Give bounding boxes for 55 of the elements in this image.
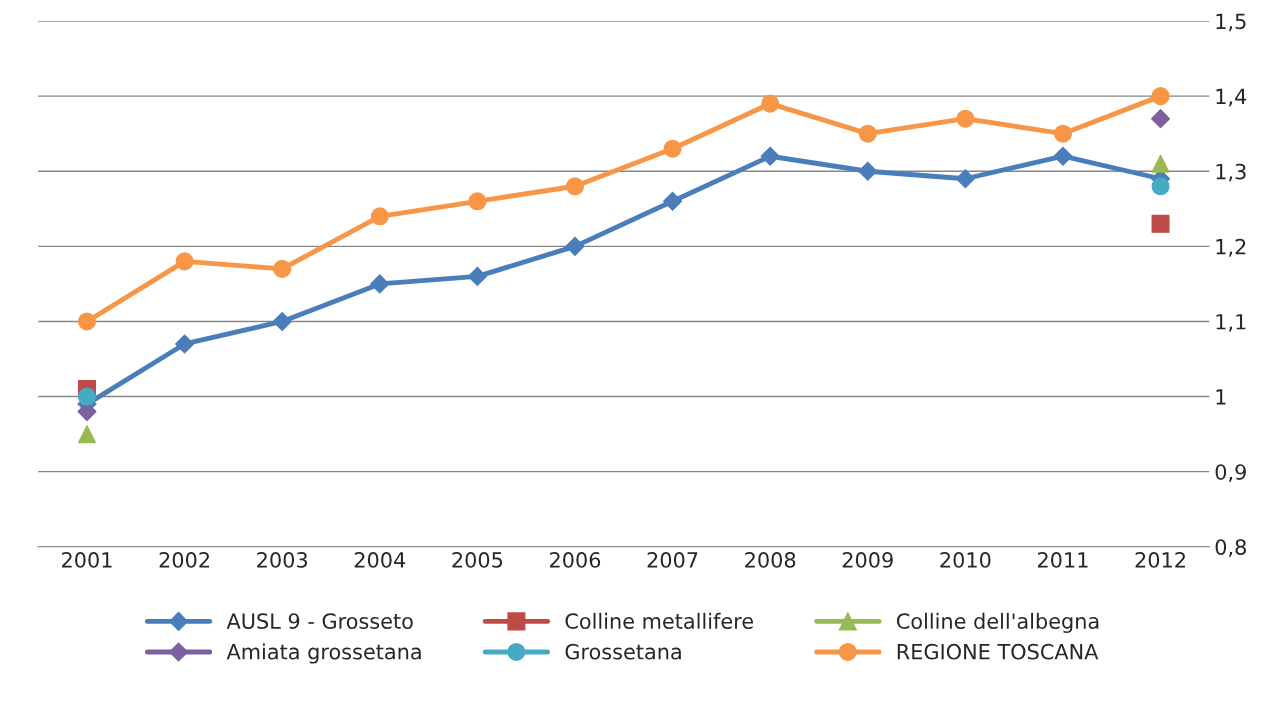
point xyxy=(1151,109,1171,129)
point xyxy=(370,207,389,226)
x-tick-label: 2012 xyxy=(1135,552,1185,568)
x-tick-label: 2010 xyxy=(940,552,991,568)
point xyxy=(761,94,780,113)
x-tick-label: 2009 xyxy=(842,552,893,568)
legend-label: Grossetana xyxy=(565,643,681,660)
point xyxy=(77,387,97,406)
x-tick-label: 2001 xyxy=(62,552,112,568)
point xyxy=(1151,154,1170,173)
point xyxy=(273,259,292,278)
y-tick-label: 1,1 xyxy=(1216,314,1246,332)
legend-label: Colline dell'albegna xyxy=(896,612,1099,634)
legend-label: AUSL 9 - Grosseto xyxy=(226,613,413,629)
point xyxy=(858,161,878,181)
x-tick-label: 2006 xyxy=(549,552,601,568)
x-tick-label: 2002 xyxy=(159,552,210,568)
x-tick-label: 2003 xyxy=(257,552,308,568)
point xyxy=(955,169,975,189)
point xyxy=(1053,146,1073,166)
point xyxy=(77,312,97,331)
point xyxy=(468,192,487,211)
point xyxy=(663,139,682,158)
point xyxy=(77,402,97,422)
y-tick-label: 0,8 xyxy=(1215,539,1246,558)
legend-label: Colline metallifere xyxy=(565,612,753,629)
y-tick-label: 1,2 xyxy=(1216,238,1246,257)
x-tick-label: 2004 xyxy=(354,552,406,568)
point xyxy=(175,252,194,271)
legend-label: Amiata grossetana xyxy=(226,643,421,664)
point xyxy=(1151,87,1170,106)
point xyxy=(1151,214,1170,233)
x-tick-label: 2008 xyxy=(745,552,796,568)
point xyxy=(565,236,585,256)
x-tick-label: 2011 xyxy=(1037,552,1088,568)
point xyxy=(760,146,780,166)
point xyxy=(1053,124,1072,143)
point xyxy=(175,334,195,354)
y-tick-label: 1,3 xyxy=(1216,163,1246,182)
y-tick-label: 0,9 xyxy=(1215,464,1246,483)
point xyxy=(272,311,292,331)
x-tick-label: 2005 xyxy=(452,552,503,568)
y-tick-label: 1,5 xyxy=(1216,13,1246,32)
y-tick-label: 1 xyxy=(1216,389,1226,405)
point xyxy=(858,124,877,143)
point xyxy=(467,266,487,286)
point xyxy=(1151,177,1170,196)
point xyxy=(565,177,585,196)
point xyxy=(77,425,97,444)
y-tick-label: 1,4 xyxy=(1216,88,1247,107)
point xyxy=(956,109,975,128)
legend-label: REGIONE TOSCANA xyxy=(897,643,1099,660)
point xyxy=(663,191,683,211)
point xyxy=(370,274,390,294)
x-tick-label: 2007 xyxy=(647,552,698,568)
